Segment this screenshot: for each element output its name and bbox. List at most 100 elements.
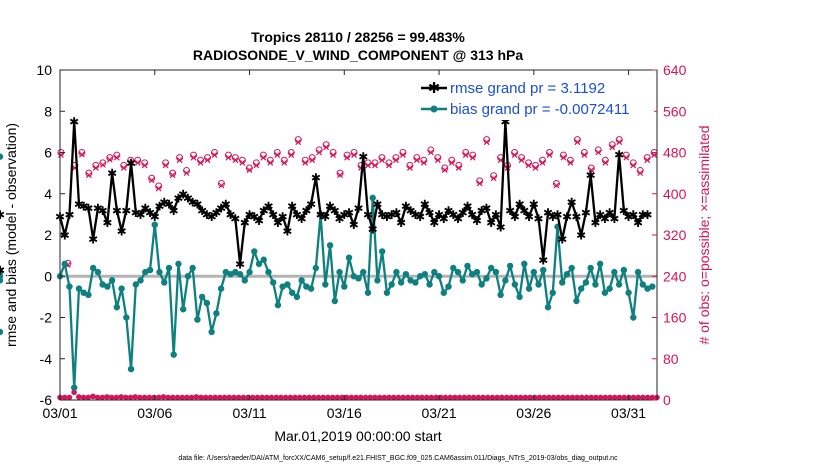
count-bottom-point	[409, 394, 416, 401]
bias-point	[355, 275, 362, 282]
rmse-point: ✱	[401, 200, 411, 214]
legend-bias-marker	[430, 105, 438, 113]
count-assimilated-point	[469, 154, 476, 161]
count-bottom-point	[499, 394, 505, 401]
rmse-point: ✱	[197, 204, 207, 218]
footnote: data file: /Users/raeder/DAI/ATM_forcXX/…	[178, 455, 618, 462]
bias-point	[175, 260, 182, 268]
bias-point	[521, 260, 528, 268]
bias-point	[620, 266, 628, 274]
count-bottom-point	[480, 394, 486, 401]
chart-subtitle: RADIOSONDE_V_WIND_COMPONENT @ 313 hPa	[193, 47, 523, 63]
rmse-point: ✱	[486, 216, 496, 230]
count-assimilated-point	[99, 161, 106, 168]
rmse-point: ✱	[619, 204, 629, 218]
rmse-point: ✱	[83, 202, 93, 216]
rmse-point: ✱	[481, 202, 491, 216]
count-assimilated-point	[113, 154, 120, 161]
rmse-point: ✱	[382, 210, 392, 224]
count-assimilated-point	[260, 154, 267, 161]
rmse-point: ✱	[131, 206, 141, 220]
count-bottom-point	[146, 394, 153, 401]
x-tick-label: 03/26	[516, 405, 551, 421]
bias-point	[383, 289, 391, 296]
bias-point	[108, 277, 116, 284]
bias-point	[255, 260, 263, 268]
bias-point	[151, 221, 158, 228]
count-bottom-point	[151, 394, 157, 401]
bias-point	[525, 285, 533, 292]
rmse-point: ✱	[273, 216, 283, 230]
y-axis: -6 -4 -2 0 2 4 6 8 10	[36, 62, 65, 408]
count-assimilated-point	[525, 162, 532, 169]
bias-point	[203, 299, 211, 307]
count-assimilated-point	[330, 152, 337, 159]
rmse-point: ✱	[552, 208, 562, 222]
count-bottom-point	[578, 394, 585, 401]
rmse-point: ✱	[496, 220, 506, 234]
count-assimilated-point	[379, 157, 385, 164]
rmse-point: ✱	[429, 216, 439, 230]
count-assimilated-point	[267, 159, 274, 166]
bias-point	[577, 285, 585, 292]
bias-point	[270, 279, 277, 286]
chart-title: Tropics 28110 / 28256 = 99.483%	[251, 29, 465, 45]
count-assimilated-point	[225, 154, 232, 161]
count-possible-point	[106, 154, 114, 162]
bias-point	[592, 281, 599, 288]
count-bottom-point	[221, 394, 228, 401]
rmse-point: ✱	[420, 198, 430, 212]
bias-point	[611, 268, 618, 276]
count-possible-point	[217, 179, 225, 187]
count-bottom-point	[311, 394, 317, 401]
bias-point	[639, 281, 646, 288]
rmse-point: ✱	[387, 208, 397, 222]
count-assimilated-point	[274, 152, 281, 159]
y-tick-label: 8	[44, 103, 52, 119]
rmse-point: ✱	[609, 212, 619, 226]
count-assimilated-point	[567, 159, 574, 166]
count-assimilated-point	[483, 139, 490, 146]
count-bottom-point	[419, 394, 425, 401]
count-bottom-point	[475, 394, 482, 401]
bias-point	[0, 153, 4, 160]
bias-point	[241, 277, 248, 284]
bias-point	[582, 279, 590, 286]
bias-point	[388, 281, 395, 288]
rmse-point: ✱	[344, 206, 354, 220]
count-possible-point	[441, 164, 449, 172]
rmse-point: ✱	[434, 208, 444, 222]
rmse-point: ✱	[439, 212, 449, 226]
count-assimilated-point	[92, 165, 99, 171]
bias-point	[568, 264, 575, 272]
rmse-point: ✱	[500, 115, 510, 129]
count-bottom-point	[353, 394, 359, 401]
count-assimilated-point	[218, 182, 225, 189]
y-axis-right: 0 80 160 240 320 400 480 560 640	[652, 62, 687, 408]
rmse-point: ✱	[462, 200, 472, 214]
count-bottom-point	[249, 394, 256, 401]
count-assimilated-point	[476, 180, 483, 187]
count-assimilated-point	[434, 157, 441, 164]
count-bottom-point	[433, 394, 439, 401]
bias-point	[397, 279, 405, 286]
count-assimilated-point	[106, 156, 113, 163]
count-bottom-point	[381, 394, 388, 401]
bias-point	[156, 268, 163, 276]
bias-point	[606, 285, 613, 292]
bias-point	[487, 264, 495, 272]
rmse-point: ✱	[372, 198, 382, 212]
count-bottom-point	[141, 394, 148, 401]
count-bottom-point	[593, 394, 599, 401]
count-bottom-point	[522, 394, 529, 401]
count-assimilated-point	[183, 170, 190, 177]
rmse-point: ✱	[349, 218, 359, 232]
y-tick-label: -4	[40, 351, 53, 367]
rmse-point: ✱	[524, 210, 534, 224]
bias-point	[307, 285, 315, 292]
count-assimilated-point	[239, 159, 246, 166]
count-bottom-point	[649, 394, 656, 401]
bias-point	[345, 254, 353, 261]
rmse-point: ✱	[297, 212, 307, 226]
rmse-point: ✱	[368, 222, 378, 236]
